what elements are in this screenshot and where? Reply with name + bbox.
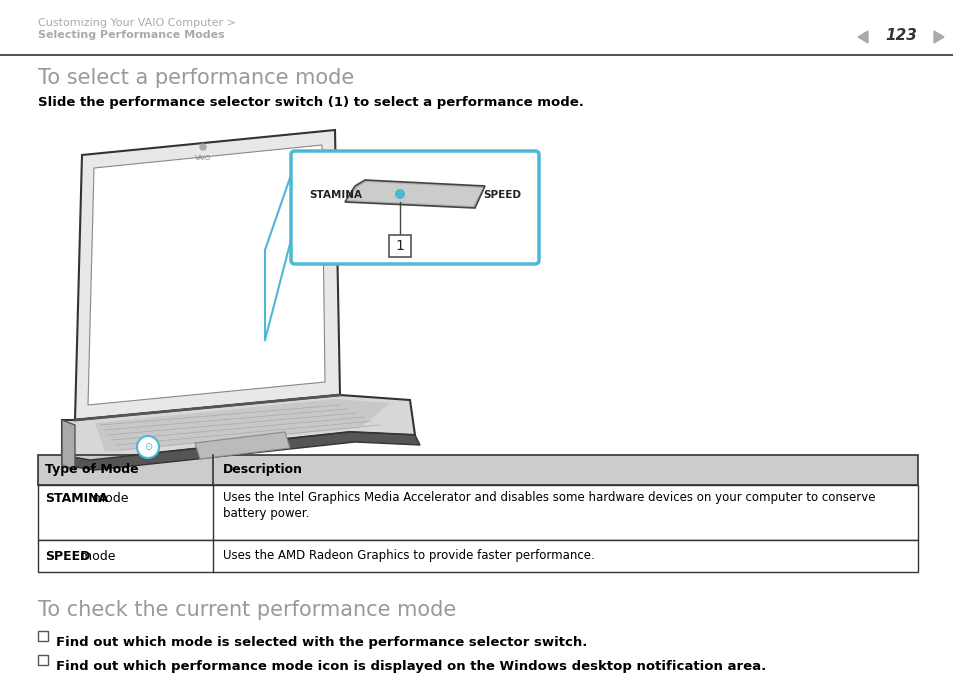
- Text: SPEED: SPEED: [45, 549, 91, 563]
- Bar: [38, 655, 48, 665]
- Text: Find out which mode is selected with the performance selector switch.: Find out which mode is selected with the…: [56, 636, 587, 649]
- Polygon shape: [933, 31, 943, 43]
- Bar: [389, 235, 411, 257]
- Circle shape: [200, 144, 206, 150]
- Text: mode: mode: [89, 493, 129, 506]
- Polygon shape: [857, 31, 867, 43]
- Bar: [38, 485, 917, 540]
- Polygon shape: [88, 145, 325, 405]
- Circle shape: [395, 189, 405, 199]
- Polygon shape: [62, 432, 419, 470]
- Text: STAMINA: STAMINA: [45, 493, 108, 506]
- Text: Type of Mode: Type of Mode: [45, 464, 138, 477]
- Text: To select a performance mode: To select a performance mode: [38, 68, 354, 88]
- Polygon shape: [75, 130, 339, 420]
- Bar: [38, 631, 48, 641]
- Text: 123: 123: [884, 28, 916, 43]
- Circle shape: [137, 436, 159, 458]
- Polygon shape: [194, 432, 290, 459]
- Text: 1: 1: [395, 239, 404, 253]
- Bar: [38, 455, 917, 485]
- Text: ⊙: ⊙: [144, 442, 152, 452]
- Polygon shape: [95, 399, 390, 452]
- Text: SPEED: SPEED: [482, 190, 520, 200]
- Text: STAMINA: STAMINA: [309, 190, 361, 200]
- Text: To check the current performance mode: To check the current performance mode: [38, 600, 456, 620]
- Text: Uses the AMD Radeon Graphics to provide faster performance.: Uses the AMD Radeon Graphics to provide …: [223, 549, 594, 563]
- Polygon shape: [62, 395, 415, 460]
- Bar: [38, 540, 917, 572]
- Text: Find out which performance mode icon is displayed on the Windows desktop notific: Find out which performance mode icon is …: [56, 660, 765, 673]
- Text: Selecting Performance Modes: Selecting Performance Modes: [38, 30, 225, 40]
- Text: VAIO: VAIO: [194, 155, 211, 161]
- FancyBboxPatch shape: [291, 151, 538, 264]
- Text: battery power.: battery power.: [223, 506, 309, 520]
- Text: Customizing Your VAIO Computer >: Customizing Your VAIO Computer >: [38, 18, 235, 28]
- Polygon shape: [62, 420, 75, 470]
- Text: Uses the Intel Graphics Media Accelerator and disables some hardware devices on : Uses the Intel Graphics Media Accelerato…: [223, 491, 875, 503]
- Text: Description: Description: [223, 464, 303, 477]
- Text: mode: mode: [76, 549, 116, 563]
- Polygon shape: [345, 180, 484, 208]
- Text: Slide the performance selector switch (1) to select a performance mode.: Slide the performance selector switch (1…: [38, 96, 583, 109]
- Polygon shape: [347, 182, 482, 206]
